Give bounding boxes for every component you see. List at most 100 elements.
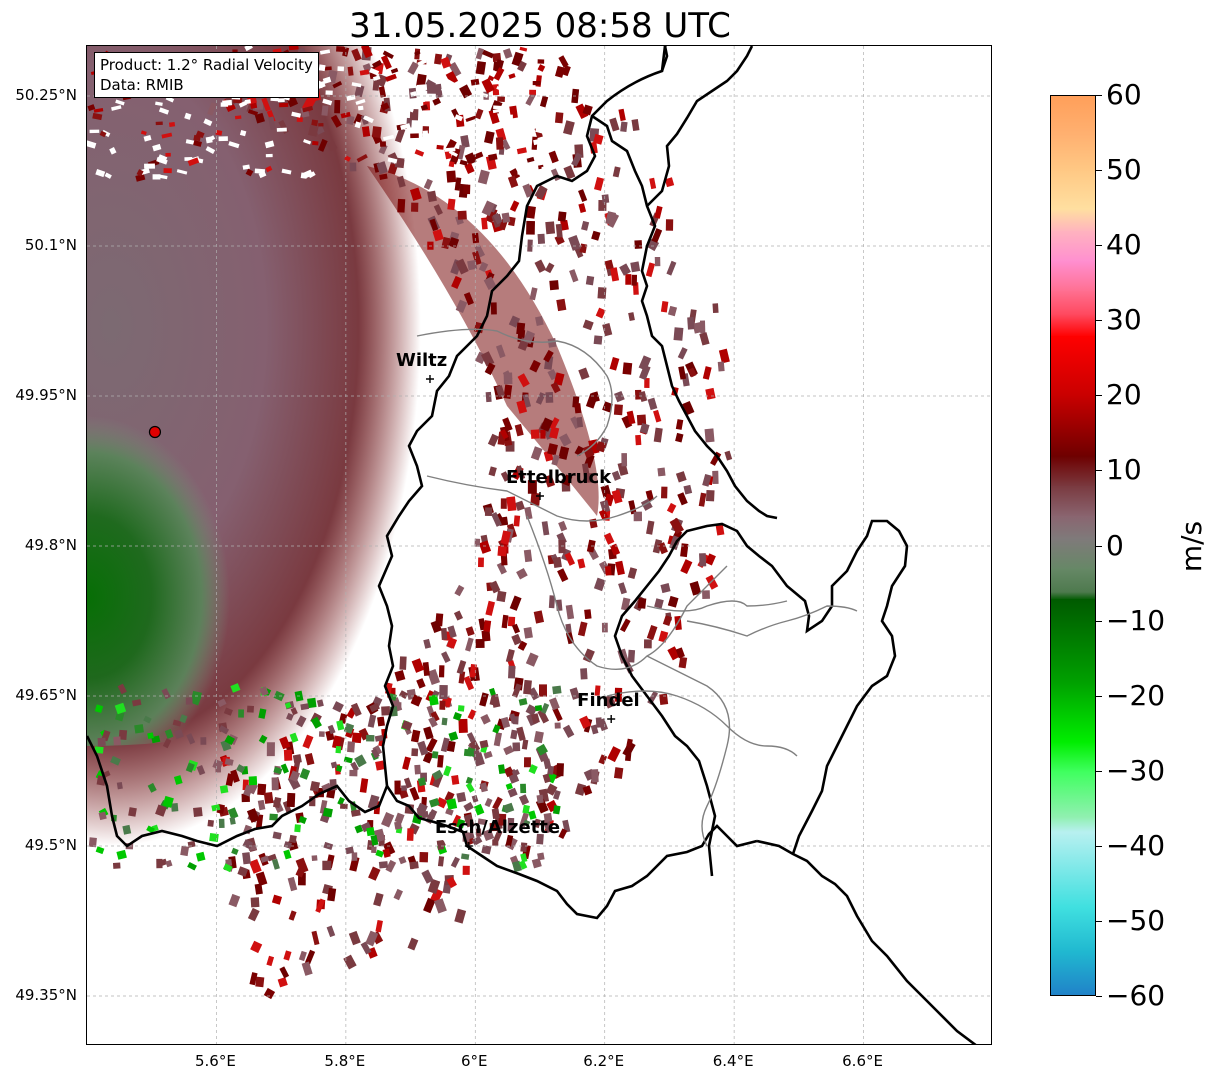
lon-label: 6.2°E [583, 1052, 625, 1070]
echo-pixel [254, 883, 263, 895]
echo-pixel [152, 143, 162, 152]
echo-pixel [382, 848, 391, 858]
echo-pixel [537, 709, 550, 724]
echo-pixel [410, 91, 417, 97]
echo-pixel [187, 157, 200, 167]
echo-pixel [603, 532, 615, 545]
echo-pixel [549, 426, 560, 439]
echo-pixel [605, 565, 612, 576]
echo-pixel [299, 768, 311, 780]
colorbar-tick-mark [1096, 545, 1102, 547]
echo-pixel [114, 702, 127, 715]
echo-pixel [407, 61, 419, 75]
echo-pixel [718, 348, 730, 364]
echo-pixel [459, 84, 473, 99]
echo-pixel [416, 678, 426, 689]
echo-pixel [493, 105, 503, 110]
echo-pixel [518, 698, 528, 706]
echo-pixel [350, 809, 361, 817]
echo-pixel [524, 506, 533, 520]
echo-pixel [644, 378, 650, 388]
echo-pixel [375, 760, 385, 771]
echo-pixel [490, 302, 497, 315]
echo-pixel [594, 685, 601, 696]
echo-pixel [526, 220, 535, 235]
echo-pixel [257, 799, 266, 811]
colorbar-label: m/s [1175, 520, 1207, 573]
echo-pixel [502, 48, 513, 59]
echo-pixel [511, 683, 522, 698]
echo-pixel [430, 711, 440, 722]
echo-pixel [498, 764, 506, 774]
echo-pixel [87, 104, 96, 112]
echo-pixel [371, 846, 377, 854]
source-label: Data: RMIB [100, 76, 184, 94]
echo-pixel [543, 812, 553, 823]
echo-pixel [582, 785, 593, 796]
map-title: 31.05.2025 08:58 UTC [349, 6, 731, 46]
echo-pixel [440, 56, 452, 69]
echo-pixel [527, 480, 537, 494]
echo-pixel [322, 807, 333, 818]
echo-pixel [380, 55, 392, 70]
radar-map[interactable] [86, 45, 992, 1045]
echo-pixel [613, 404, 623, 416]
echo-pixel [255, 871, 268, 887]
echo-pixel [359, 778, 369, 793]
echo-pixel [354, 84, 365, 98]
luxembourg-germany-border [756, 839, 977, 1044]
echo-pixel [441, 627, 448, 640]
echo-pixel [463, 675, 475, 691]
echo-pixel [99, 130, 107, 138]
echo-pixel [609, 117, 620, 132]
echo-pixel [481, 217, 488, 230]
echo-pixel [351, 732, 362, 744]
echo-pixel [398, 856, 407, 865]
echo-pixel [518, 860, 528, 870]
echo-pixel [437, 856, 445, 867]
echo-pixel [550, 381, 561, 394]
echo-pixel [277, 977, 288, 988]
echo-pixel [503, 766, 515, 778]
echo-pixel [615, 560, 625, 576]
echo-pixel [545, 392, 554, 403]
echo-pixel [287, 876, 298, 892]
echo-pixel [558, 828, 568, 839]
echo-pixel [185, 139, 196, 145]
echo-pixel [500, 498, 507, 509]
echo-pixel [591, 769, 599, 783]
echo-pixel [185, 697, 193, 705]
echo-pixel [375, 849, 385, 858]
echo-pixel [675, 432, 684, 443]
echo-pixel [286, 792, 296, 808]
echo-pixel [511, 769, 520, 777]
echo-pixel [98, 811, 107, 821]
echo-pixel [613, 767, 624, 779]
echo-pixel [488, 466, 497, 477]
echo-pixel [625, 274, 632, 285]
echo-pixel [165, 859, 173, 868]
echo-pixel [283, 749, 293, 761]
colorbar-segment [1051, 681, 1095, 743]
echo-pixel [336, 46, 345, 52]
echo-pixel [522, 393, 532, 408]
echo-pixel [593, 133, 604, 145]
echo-pixel [230, 683, 241, 693]
echo-pixel [110, 755, 121, 766]
echo-pixel [699, 332, 710, 346]
echo-pixel [552, 805, 561, 815]
echo-pixel [410, 133, 419, 139]
echo-pixel [527, 108, 538, 116]
echo-pixel [350, 761, 359, 772]
echo-pixel [128, 807, 137, 817]
echo-pixel [162, 795, 174, 808]
echo-pixel [266, 742, 275, 757]
echo-pixel [465, 626, 475, 637]
echo-pixel [224, 758, 234, 766]
echo-pixel [474, 108, 484, 120]
echo-pixel [614, 687, 623, 702]
echo-pixel [372, 59, 383, 69]
echo-pixel [609, 357, 620, 371]
echo-pixel [447, 198, 456, 211]
echo-pixel [281, 168, 292, 175]
